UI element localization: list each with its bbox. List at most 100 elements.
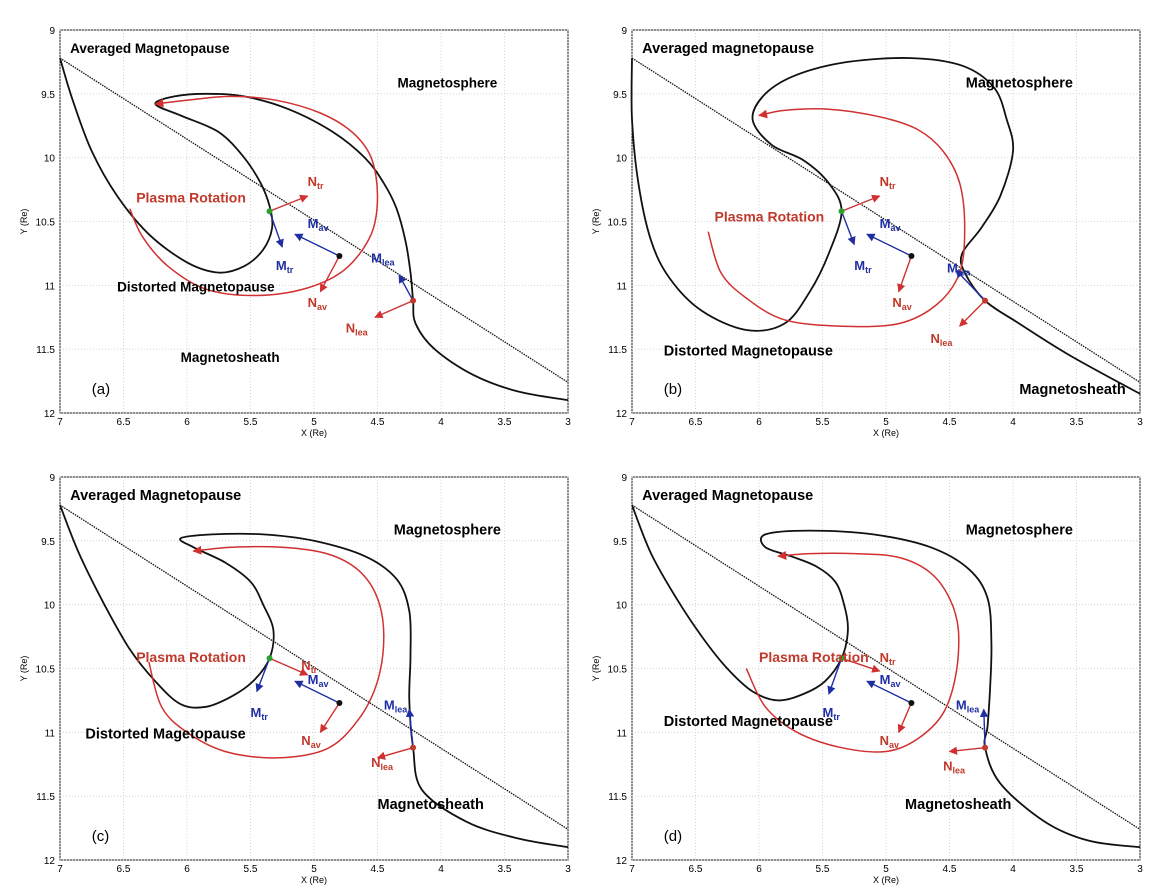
m-tr-label: Mtr	[823, 705, 841, 722]
averaged-magnetopause-label: Averaged Magnetopause	[70, 488, 241, 504]
n-tr-vector	[269, 194, 309, 212]
x-tick-label: 3.5	[498, 417, 512, 428]
m-lea-label: Mlea	[371, 250, 395, 267]
plasma-rotation-arrow	[707, 108, 966, 328]
leading-point	[410, 744, 417, 751]
magnetosphere-label: Magnetosphere	[394, 522, 501, 538]
x-tick-label: 5.5	[244, 864, 258, 875]
x-tick-label: 5	[311, 417, 317, 428]
n-lea-label: Nlea	[371, 755, 394, 772]
y-tick-label: 10.5	[36, 218, 56, 229]
y-tick-label: 9	[621, 473, 627, 484]
y-tick-label: 11.5	[36, 792, 55, 803]
y-axis-label: Y (Re)	[591, 656, 601, 682]
plasma-rotation-arrow	[148, 545, 385, 759]
plasma-rotation-label: Plasma Rotation	[759, 649, 869, 665]
n-lea-label: Nlea	[943, 759, 966, 776]
average-point	[336, 252, 343, 259]
panel-2: 7 6.5 6 5.5 5 4.5 4 3.5 3 9 9.5 10 10.5 11 11.5 12 X (Re…	[591, 26, 1143, 438]
x-tick-label: 6	[184, 864, 190, 875]
plasma-rotation-label: Plasma Rotation	[136, 189, 246, 205]
y-tick-label: 9.5	[613, 90, 627, 101]
x-tick-label: 6.5	[117, 417, 131, 428]
n-lea-vector	[374, 300, 414, 319]
averaged-magnetopause-line	[59, 504, 569, 830]
x-tick-label: 4.5	[371, 864, 385, 875]
y-tick-label: 9	[49, 26, 55, 37]
y-tick-label: 12	[616, 409, 628, 420]
plasma-rotation-label: Plasma Rotation	[715, 209, 825, 225]
m-tr-label: Mtr	[276, 258, 294, 275]
magnetosphere-label: Magnetosphere	[966, 522, 1073, 538]
n-lea-label: Nlea	[346, 321, 369, 338]
m-av-label: Mav	[308, 216, 329, 233]
x-tick-label: 7	[57, 864, 63, 875]
x-tick-label: 4	[1010, 417, 1016, 428]
x-tick-label: 6.5	[117, 864, 131, 875]
y-tick-label: 12	[616, 856, 628, 867]
trailing-point	[838, 655, 845, 662]
x-tick-label: 4.5	[943, 417, 957, 428]
x-tick-label: 7	[57, 417, 63, 428]
distorted-magnetopause-label: Distorted Magnetopause	[664, 344, 833, 360]
n-av-label: Nav	[892, 295, 911, 312]
panel-3: 7 6.5 6 5.5 5 4.5 4 3.5 3 9 9.5 10 10.5 11 11.5 12 X (Re…	[19, 473, 571, 885]
n-tr-label: Ntr	[880, 650, 896, 667]
x-tick-label: 5	[883, 864, 889, 875]
averaged-magnetopause-line	[631, 57, 1141, 383]
x-tick-label: 6	[184, 417, 190, 428]
y-tick-label: 10	[44, 601, 56, 612]
distorted-magnetopause-label: Distorted Magetopause	[85, 727, 245, 743]
n-av-vector	[319, 702, 340, 734]
x-tick-label: 6.5	[689, 864, 703, 875]
magnetosheath-label: Magnetosheath	[905, 797, 1011, 813]
trailing-point	[266, 208, 273, 215]
y-tick-label: 9.5	[613, 537, 627, 548]
n-av-vector	[319, 255, 341, 293]
m-lea-vector	[979, 708, 989, 748]
plasma-rotation-arrow	[129, 95, 379, 297]
m-av-label: Mav	[880, 216, 901, 233]
plasma-rotation-label: Plasma Rotation	[136, 649, 246, 665]
m-tr-vector	[840, 211, 856, 246]
distorted-magnetopause-label: Distorted Magnetopause	[117, 280, 275, 295]
n-av-label: Nav	[308, 295, 327, 312]
average-point	[908, 699, 915, 706]
x-tick-label: 4.5	[943, 864, 957, 875]
n-lea-vector	[959, 300, 986, 327]
x-tick-label: 5.5	[816, 864, 830, 875]
panel-letter: (d)	[664, 828, 682, 845]
n-tr-label: Ntr	[880, 174, 896, 191]
distorted-magnetopause-label: Distorted Magnetopause	[664, 714, 833, 730]
panel-letter: (c)	[92, 828, 110, 845]
x-tick-label: 6	[756, 417, 762, 428]
trailing-point	[266, 655, 273, 662]
x-tick-label: 5	[311, 864, 317, 875]
x-tick-label: 3	[565, 417, 571, 428]
averaged-magnetopause-line	[59, 57, 569, 383]
m-av-vector	[866, 680, 912, 704]
leading-point	[982, 744, 989, 751]
x-tick-label: 6.5	[689, 417, 703, 428]
m-lea-label: Mlea	[947, 261, 971, 278]
magnetosheath-label: Magnetosheath	[181, 350, 280, 365]
x-tick-label: 5.5	[816, 417, 830, 428]
y-tick-label: 9	[49, 473, 55, 484]
x-tick-label: 3.5	[1070, 864, 1084, 875]
n-tr-label: Ntr	[301, 658, 317, 675]
x-tick-label: 3	[1137, 417, 1143, 428]
m-tr-vector	[268, 211, 284, 248]
m-tr-label: Mtr	[854, 258, 872, 275]
average-point	[336, 699, 343, 706]
x-tick-label: 7	[629, 417, 635, 428]
n-tr-vector	[841, 194, 881, 212]
n-lea-label: Nlea	[930, 331, 953, 348]
leading-point	[982, 297, 989, 304]
y-tick-label: 12	[44, 856, 56, 867]
x-axis-label: X (Re)	[873, 428, 899, 438]
y-tick-label: 11.5	[608, 792, 627, 803]
n-tr-label: Ntr	[308, 174, 324, 191]
n-lea-vector	[948, 746, 986, 755]
m-av-vector	[866, 233, 912, 257]
magnetosphere-label: Magnetosphere	[966, 75, 1073, 91]
